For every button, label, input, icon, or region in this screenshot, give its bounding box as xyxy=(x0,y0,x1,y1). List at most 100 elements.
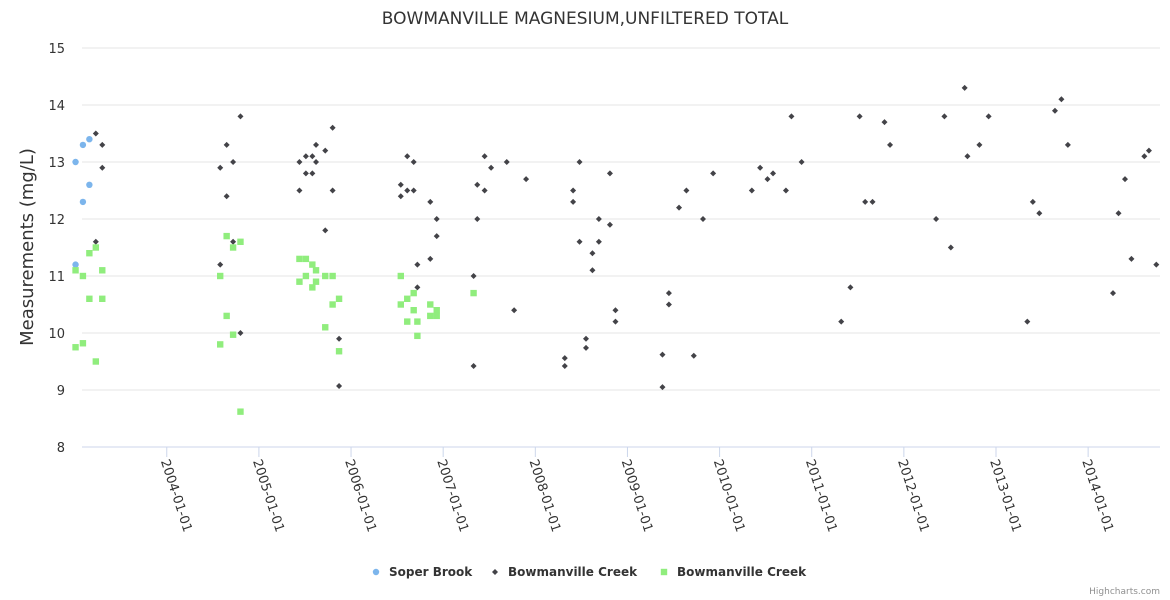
data-point[interactable] xyxy=(86,250,93,257)
data-point[interactable] xyxy=(561,355,568,362)
data-point[interactable] xyxy=(99,141,106,148)
data-point[interactable] xyxy=(683,187,690,194)
data-point[interactable] xyxy=(322,147,329,154)
data-point[interactable] xyxy=(309,153,316,160)
data-point[interactable] xyxy=(237,408,244,415)
data-point[interactable] xyxy=(99,295,106,302)
data-point[interactable] xyxy=(933,216,940,222)
data-point[interactable] xyxy=(302,153,309,160)
data-point[interactable] xyxy=(72,158,79,166)
data-point[interactable] xyxy=(296,159,303,165)
data-point[interactable] xyxy=(985,113,992,120)
data-point[interactable] xyxy=(582,344,589,351)
data-point[interactable] xyxy=(302,255,310,263)
data-point[interactable] xyxy=(582,335,589,342)
data-point[interactable] xyxy=(770,170,777,177)
data-point[interactable] xyxy=(414,318,421,325)
data-point[interactable] xyxy=(947,244,954,251)
data-point[interactable] xyxy=(595,216,602,222)
data-point[interactable] xyxy=(1141,153,1148,160)
data-point[interactable] xyxy=(309,261,316,268)
data-point[interactable] xyxy=(665,301,672,308)
data-point[interactable] xyxy=(79,272,87,280)
data-point[interactable] xyxy=(427,198,434,205)
data-point[interactable] xyxy=(838,318,845,325)
data-point[interactable] xyxy=(570,198,577,205)
data-point[interactable] xyxy=(1121,176,1128,183)
legend-item[interactable]: Bowmanville Creek xyxy=(492,565,638,579)
data-point[interactable] xyxy=(488,164,495,171)
data-point[interactable] xyxy=(612,318,619,325)
data-point[interactable] xyxy=(665,290,672,297)
data-point[interactable] xyxy=(941,113,948,120)
data-point[interactable] xyxy=(606,170,613,177)
legend[interactable]: Soper Brook Bowmanville Creek Bowmanville … xyxy=(372,565,807,579)
data-point[interactable] xyxy=(511,307,518,314)
data-point[interactable] xyxy=(1153,261,1160,268)
data-point[interactable] xyxy=(237,113,244,120)
data-point[interactable] xyxy=(335,348,343,355)
data-point[interactable] xyxy=(788,113,795,120)
data-point[interactable] xyxy=(433,312,440,320)
data-point[interactable] xyxy=(481,153,488,160)
data-point[interactable] xyxy=(961,84,968,91)
data-point[interactable] xyxy=(856,113,863,120)
data-point[interactable] xyxy=(976,141,983,148)
data-point[interactable] xyxy=(217,164,224,171)
data-point[interactable] xyxy=(798,159,805,165)
legend-item[interactable]: Bowmanville Creek xyxy=(660,565,807,579)
data-point[interactable] xyxy=(1029,198,1036,205)
legend-symbol[interactable] xyxy=(660,568,668,576)
data-point[interactable] xyxy=(782,187,789,194)
data-point[interactable] xyxy=(72,261,79,268)
data-point[interactable] xyxy=(86,181,93,188)
data-point[interactable] xyxy=(414,332,421,340)
data-point[interactable] xyxy=(410,159,417,165)
data-point[interactable] xyxy=(302,170,309,177)
data-point[interactable] xyxy=(312,278,320,285)
data-point[interactable] xyxy=(99,267,106,274)
data-point[interactable] xyxy=(561,363,568,370)
data-point[interactable] xyxy=(296,187,303,194)
data-point[interactable] xyxy=(237,238,244,245)
data-point[interactable] xyxy=(414,261,421,268)
data-point[interactable] xyxy=(397,301,404,308)
data-point[interactable] xyxy=(474,216,481,222)
data-point[interactable] xyxy=(92,130,99,137)
data-point[interactable] xyxy=(336,383,343,390)
data-point[interactable] xyxy=(589,250,596,257)
legend-symbol[interactable] xyxy=(372,568,380,576)
data-point[interactable] xyxy=(404,295,411,302)
data-point[interactable] xyxy=(79,198,87,206)
data-point[interactable] xyxy=(470,363,477,370)
data-point[interactable] xyxy=(329,124,336,131)
data-point[interactable] xyxy=(86,295,93,302)
data-point[interactable] xyxy=(229,331,237,338)
data-point[interactable] xyxy=(217,261,224,268)
data-point[interactable] xyxy=(336,335,343,342)
data-point[interactable] xyxy=(302,272,310,280)
data-point[interactable] xyxy=(1115,210,1122,217)
data-point[interactable] xyxy=(881,119,888,126)
data-point[interactable] xyxy=(397,272,404,280)
data-point[interactable] xyxy=(329,301,336,308)
credits-link[interactable]: Highcharts.com xyxy=(1089,587,1160,597)
data-point[interactable] xyxy=(72,344,79,351)
data-point[interactable] xyxy=(612,307,619,314)
data-point[interactable] xyxy=(964,153,971,160)
data-point[interactable] xyxy=(576,238,583,245)
data-point[interactable] xyxy=(223,193,230,200)
data-point[interactable] xyxy=(470,273,477,279)
data-point[interactable] xyxy=(92,358,100,365)
data-point[interactable] xyxy=(690,352,697,359)
data-point[interactable] xyxy=(1051,107,1058,114)
data-point[interactable] xyxy=(474,181,481,188)
data-point[interactable] xyxy=(748,187,755,194)
data-point[interactable] xyxy=(862,198,869,205)
legend-symbol[interactable] xyxy=(492,569,498,575)
data-point[interactable] xyxy=(309,170,316,177)
data-point[interactable] xyxy=(296,278,303,285)
data-point[interactable] xyxy=(589,267,596,274)
data-point[interactable] xyxy=(410,289,417,297)
data-point[interactable] xyxy=(1145,147,1152,154)
